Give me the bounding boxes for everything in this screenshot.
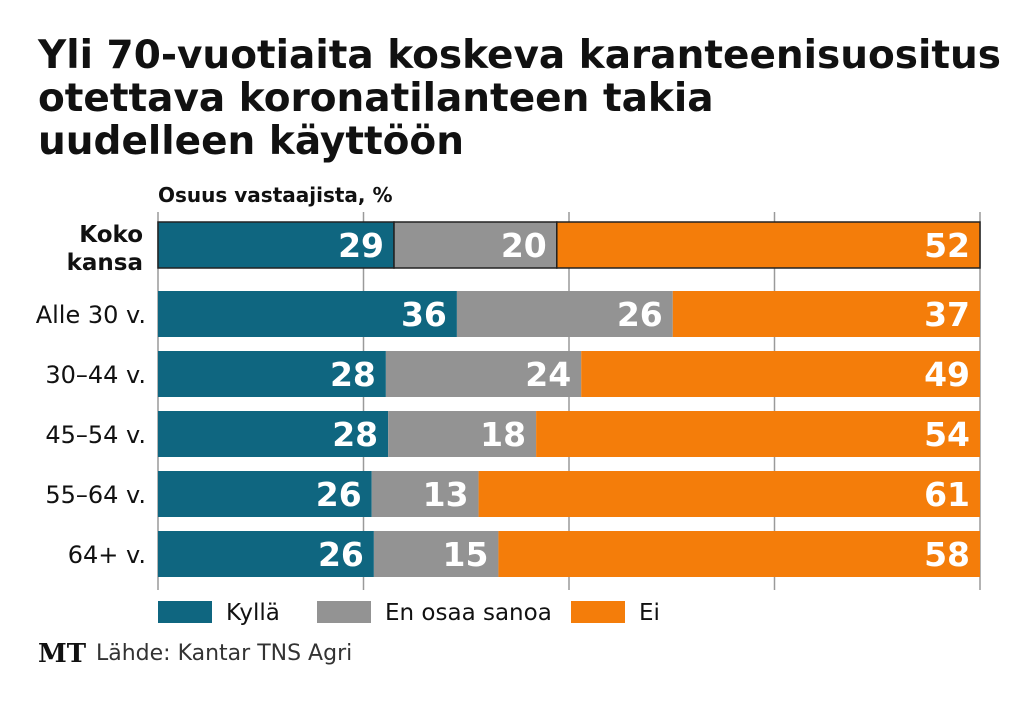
bar-ei xyxy=(672,291,980,337)
data-label: 61 xyxy=(924,475,970,514)
data-label: 49 xyxy=(924,355,970,394)
data-label: 18 xyxy=(480,415,526,454)
bar-ei xyxy=(581,351,980,397)
title-line: Yli 70-vuotiaita koskeva karanteenisuosi… xyxy=(38,33,1002,78)
source-text: Lähde: Kantar TNS Agri xyxy=(96,641,352,666)
bar-en-osaa-sanoa xyxy=(373,531,499,577)
category-label: 45–54 v. xyxy=(45,421,146,449)
data-label: 20 xyxy=(501,226,547,265)
data-label: 37 xyxy=(924,295,970,334)
bar-en-osaa-sanoa xyxy=(371,471,479,517)
legend: Kyllä En osaa sanoa Ei xyxy=(158,600,660,626)
data-label: 52 xyxy=(924,226,970,265)
data-label: 29 xyxy=(338,226,384,265)
bar-en-osaa-sanoa xyxy=(385,351,582,397)
legend-label: Ei xyxy=(639,600,660,626)
bar-kyllä xyxy=(158,471,372,517)
data-label: 58 xyxy=(924,535,970,574)
legend-label: En osaa sanoa xyxy=(385,600,552,626)
bar-en-osaa-sanoa xyxy=(388,411,537,457)
bar-kyllä xyxy=(158,411,389,457)
title-line: uudelleen käyttöön xyxy=(38,119,464,164)
category-label: 64+ v. xyxy=(68,541,146,569)
bars-group: 29 20 52 36 26 37 28 24 49 28 18 54 26 13 61 26 15 58 xyxy=(157,221,981,577)
data-label: 54 xyxy=(924,415,970,454)
data-label: 36 xyxy=(401,295,447,334)
category-label: kansa xyxy=(67,250,143,276)
bar-kyllä xyxy=(158,351,386,397)
data-label: 26 xyxy=(617,295,663,334)
bar-ei xyxy=(536,411,980,457)
category-label: Alle 30 v. xyxy=(36,301,146,329)
category-label: Koko xyxy=(79,222,143,248)
legend-swatch xyxy=(158,601,212,623)
data-label: 26 xyxy=(318,535,364,574)
gridlines xyxy=(157,212,981,590)
data-label: 13 xyxy=(423,475,469,514)
mt-logo: MT xyxy=(38,639,87,669)
chart-subtitle: Osuus vastaajista, % xyxy=(158,183,393,207)
data-label: 15 xyxy=(442,535,488,574)
legend-swatch xyxy=(317,601,371,623)
legend-swatch xyxy=(571,601,625,623)
bar-en-osaa-sanoa xyxy=(456,291,673,337)
bar-ei xyxy=(478,471,980,517)
bar-ei xyxy=(556,221,981,269)
title-line: otettava koronatilanteen takia xyxy=(38,76,714,121)
bar-kyllä xyxy=(158,531,374,577)
category-label: 30–44 v. xyxy=(45,361,146,389)
data-label: 28 xyxy=(330,355,376,394)
data-label: 24 xyxy=(525,355,571,394)
category-label: 55–64 v. xyxy=(45,481,146,509)
chart-title: Yli 70-vuotiaita koskeva karanteenisuosi… xyxy=(38,33,1002,164)
bar-ei xyxy=(498,531,980,577)
legend-label: Kyllä xyxy=(226,600,280,626)
data-label: 26 xyxy=(316,475,362,514)
data-label: 28 xyxy=(332,415,378,454)
bar-kyllä xyxy=(158,291,457,337)
